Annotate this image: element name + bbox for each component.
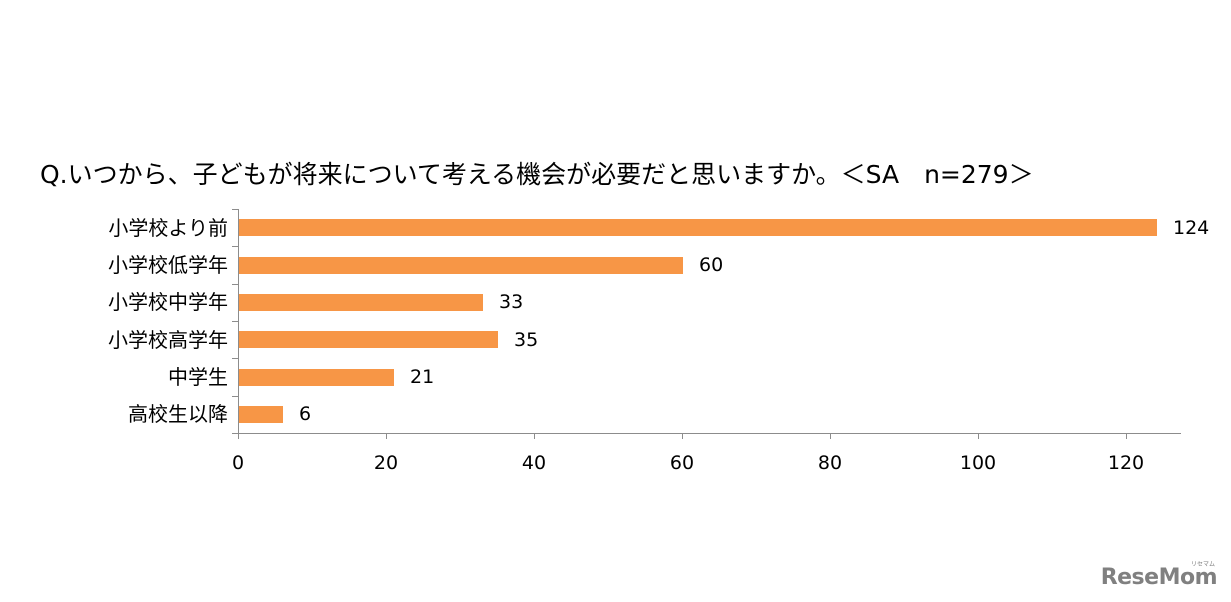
category-label: 中学生 — [168, 365, 228, 389]
x-axis-tick — [682, 433, 683, 439]
x-tick-label: 60 — [669, 452, 695, 474]
y-axis-tick — [232, 321, 238, 322]
data-label: 35 — [514, 329, 539, 351]
resemom-logo: ReseMom リセマム — [1100, 561, 1218, 590]
data-label: 21 — [410, 366, 435, 388]
category-label: 小学校より前 — [108, 216, 228, 240]
x-axis-tick — [534, 433, 535, 439]
logo-text: ReseMom — [1100, 565, 1218, 590]
x-tick-label: 0 — [231, 452, 245, 474]
x-tick-label: 40 — [521, 452, 547, 474]
data-label: 124 — [1173, 217, 1210, 239]
bar — [239, 219, 1157, 236]
x-axis-tick — [830, 433, 831, 439]
x-tick-label: 80 — [817, 452, 843, 474]
category-label: 小学校高学年 — [108, 328, 228, 352]
data-label: 6 — [299, 403, 312, 425]
y-axis-line — [238, 209, 239, 434]
x-tick-label: 120 — [1107, 452, 1145, 474]
y-axis-tick — [232, 358, 238, 359]
logo-subtext: リセマム — [1190, 561, 1215, 568]
data-label: 60 — [699, 254, 724, 276]
x-axis-line — [232, 433, 1181, 434]
x-axis-tick — [386, 433, 387, 439]
y-axis-tick — [232, 396, 238, 397]
bar — [239, 294, 483, 311]
bar — [239, 331, 498, 348]
category-label: 高校生以降 — [128, 402, 228, 426]
bar — [239, 257, 683, 274]
data-label: 33 — [499, 291, 524, 313]
chart-title: Q.いつから、子どもが将来について考える機会が必要だと思いますか。＜SA n=2… — [40, 160, 1034, 189]
y-axis-tick — [232, 209, 238, 210]
y-axis-tick — [232, 284, 238, 285]
y-axis-tick — [232, 246, 238, 247]
bar — [239, 369, 394, 386]
x-tick-label: 20 — [373, 452, 399, 474]
x-tick-label: 100 — [959, 452, 997, 474]
y-axis-tick — [232, 433, 238, 434]
category-label: 小学校中学年 — [108, 290, 228, 314]
category-label: 小学校低学年 — [108, 253, 228, 277]
x-axis-tick — [978, 433, 979, 439]
x-axis-tick — [1126, 433, 1127, 439]
x-axis-tick — [238, 433, 239, 439]
bar — [239, 406, 283, 423]
